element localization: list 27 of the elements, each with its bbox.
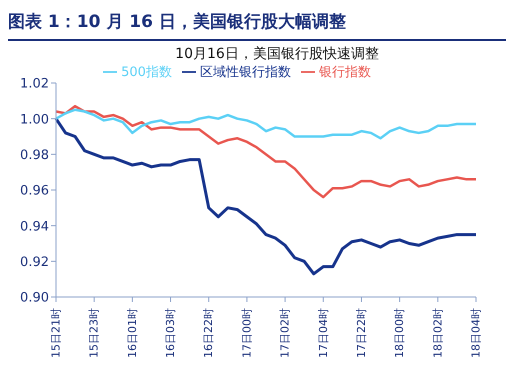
legend-label: 区域性银行指数 — [200, 65, 291, 80]
y-tick-label: 0.90 — [20, 290, 49, 306]
y-tick-label: 1.00 — [20, 112, 49, 128]
x-tick-label: 16日01时 — [126, 308, 139, 358]
x-tick-label: 16日22时 — [202, 308, 216, 358]
x-tick-label: 18日02时 — [431, 308, 444, 358]
x-tick-label: 17日04时 — [316, 308, 330, 358]
legend-label: 银行指数 — [318, 65, 371, 80]
x-tick-label: 16日03时 — [164, 308, 178, 358]
x-tick-label: 15日21时 — [50, 308, 62, 358]
x-tick-label: 18日00时 — [393, 308, 406, 358]
x-tick-label: 18日04时 — [470, 308, 482, 358]
line-series — [54, 117, 478, 276]
x-tick-label: 15日23时 — [88, 308, 101, 358]
chart-title: 图表 1：10 月 16 日，美国银行股大幅调整 — [8, 8, 506, 41]
y-tick-label: 1.02 — [20, 76, 49, 92]
y-tick-label: 0.94 — [20, 219, 49, 234]
line-series — [54, 108, 478, 140]
x-tick-label: 17日02时 — [278, 308, 292, 358]
x-tick-label: 17日22时 — [354, 308, 368, 358]
chart-subtitle: 10月16日，美国银行股快速调整 — [174, 45, 380, 63]
y-tick-label: 0.92 — [20, 254, 49, 270]
y-tick-label: 0.98 — [20, 148, 49, 163]
line-series — [54, 104, 478, 198]
x-tick-label: 17日00时 — [240, 308, 254, 358]
y-tick-label: 0.96 — [20, 184, 49, 199]
legend-label: 500指数 — [121, 65, 172, 80]
